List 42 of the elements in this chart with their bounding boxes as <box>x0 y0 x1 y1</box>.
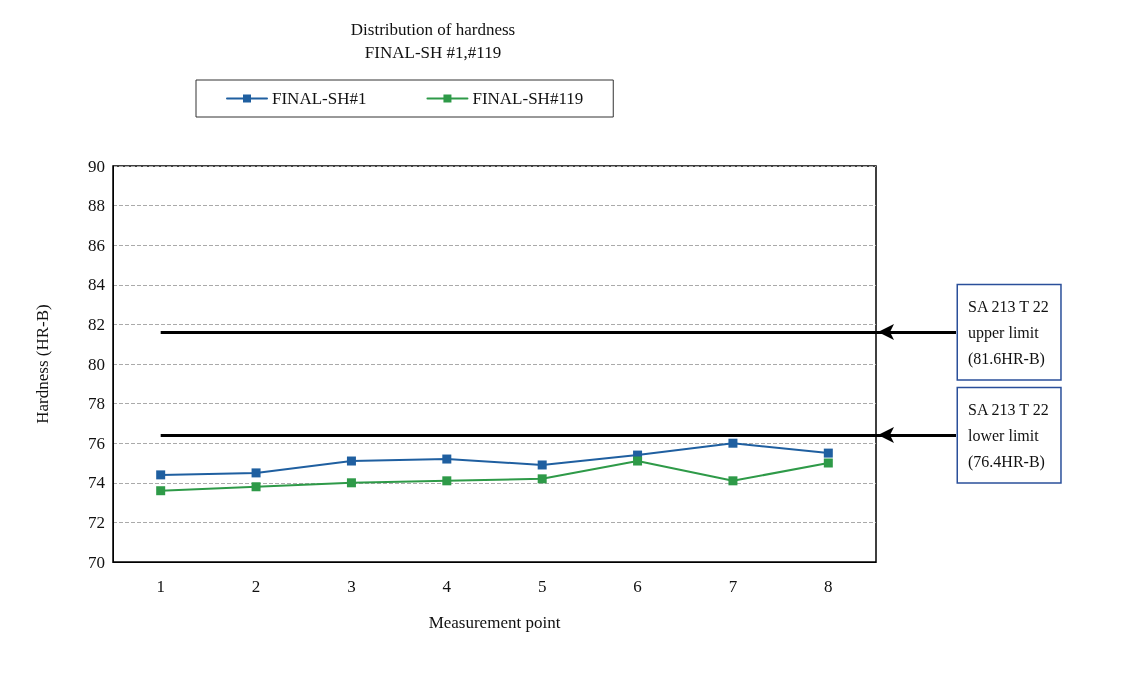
point <box>346 456 356 466</box>
y-tick-label: 88 <box>88 196 105 216</box>
x-tick-label: 7 <box>728 577 738 596</box>
point <box>728 438 738 448</box>
legend-label: FINAL-SH#119 <box>472 89 584 108</box>
point <box>156 470 166 480</box>
point <box>537 460 547 470</box>
y-tick-label: 70 <box>88 552 105 572</box>
y-tick-label: 76 <box>88 433 105 453</box>
point <box>633 456 643 466</box>
x-tick-label: 1 <box>156 577 165 596</box>
x-tick-label: 3 <box>347 577 356 596</box>
y-tick-label: 80 <box>88 354 105 374</box>
y-tick-label: 72 <box>88 512 105 532</box>
point <box>442 476 452 486</box>
chart-title: Distribution of hardness <box>350 20 516 39</box>
y-tick-label: 86 <box>88 235 105 255</box>
point <box>251 468 261 478</box>
x-tick-label: 6 <box>633 577 642 596</box>
x-tick-label: 2 <box>251 577 261 596</box>
ref-line-label: SA 213 T 22 lower limit (76.4HR-B) <box>968 400 1049 471</box>
y-tick-label: 90 <box>88 156 105 176</box>
point <box>251 482 261 492</box>
y-tick-label: 74 <box>88 473 106 493</box>
legend-label: FINAL-SH#1 <box>272 89 367 108</box>
y-tick-label: 84 <box>88 275 106 295</box>
point <box>442 454 452 464</box>
ref-line-label: SA 213 T 22 upper limit (81.6HR-B) <box>968 297 1049 368</box>
point <box>823 448 833 458</box>
point <box>537 474 547 484</box>
x-tick-label: 4 <box>442 577 452 596</box>
x-tick-label: 8 <box>824 577 833 596</box>
point <box>346 478 356 488</box>
y-tick-label: 78 <box>88 394 105 414</box>
y-axis-title: Hardness (HR-B) <box>33 304 52 424</box>
y-tick-label: 82 <box>88 314 105 334</box>
x-axis-title: Measurement point <box>428 613 561 632</box>
point <box>728 476 738 486</box>
x-tick-label: 5 <box>537 577 547 596</box>
point <box>156 486 166 496</box>
point <box>823 458 833 468</box>
chart-subtitle: FINAL-SH #1,#119 <box>364 43 502 62</box>
